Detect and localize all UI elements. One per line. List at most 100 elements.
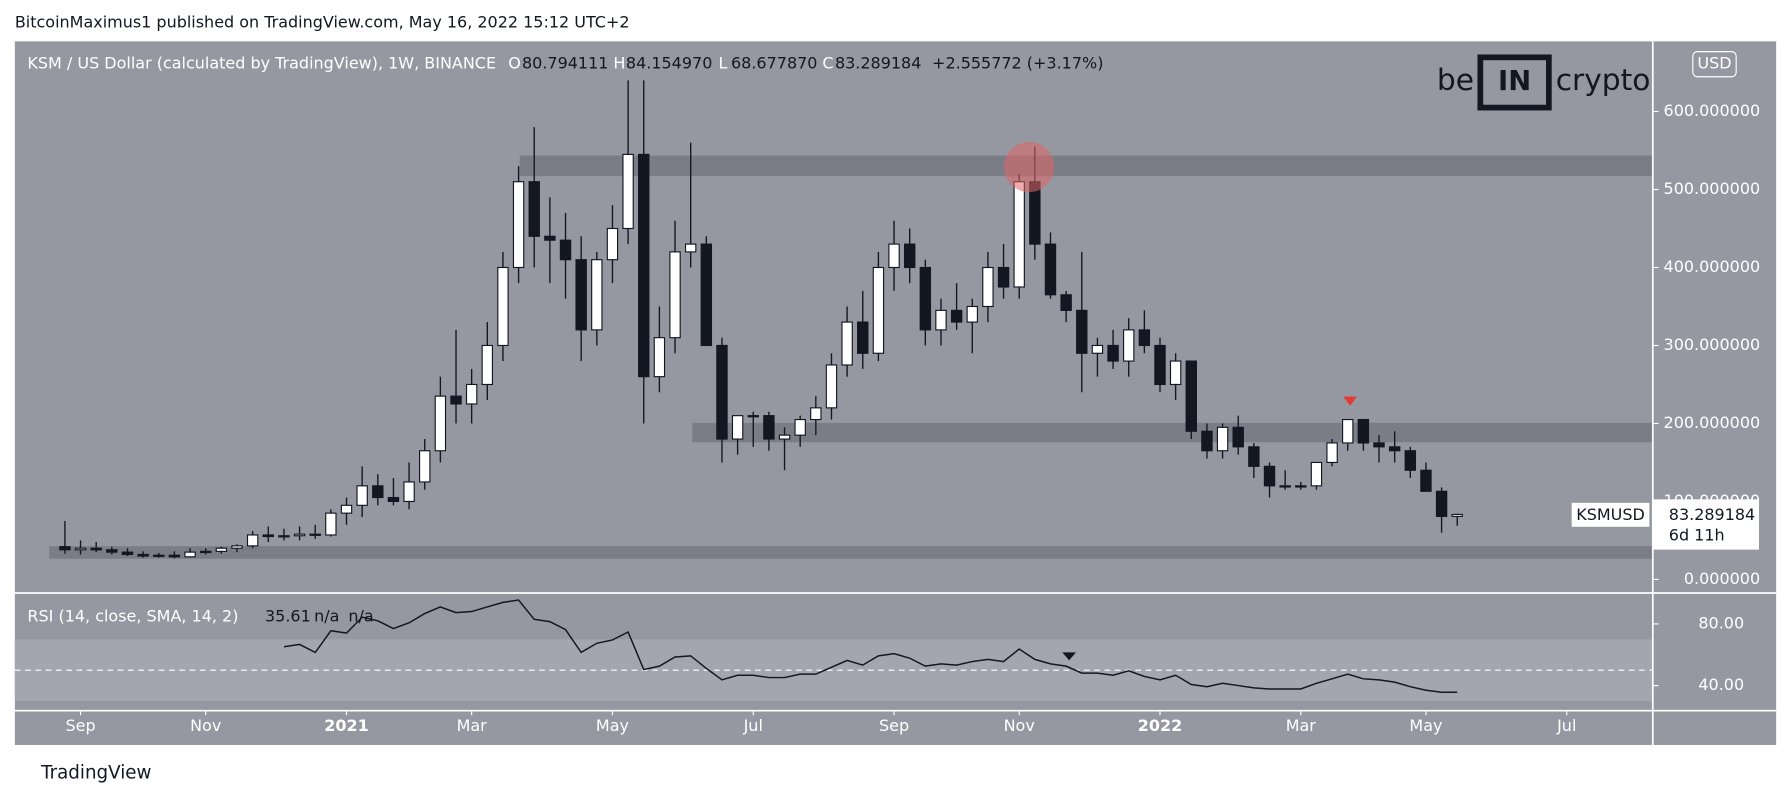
ohlc-value: 84.154970 (626, 54, 712, 73)
rsi-na: n/a (348, 607, 373, 626)
rsi-tick-label: 40.00 (1698, 675, 1744, 694)
candle-body (293, 533, 306, 537)
candle-body (903, 243, 916, 269)
ohlc-value: 83.289184 (835, 54, 921, 73)
candle-body (1123, 329, 1135, 362)
rsi-band (14, 639, 1653, 701)
support-zone (692, 422, 1653, 443)
candle-body (419, 450, 431, 483)
candle-body (684, 243, 697, 253)
y-tick-label: 100.000000 (1664, 491, 1761, 510)
chart-title: KSM / US Dollar (calculated by TradingVi… (27, 54, 496, 73)
candle-body (825, 364, 838, 409)
candle-body (1154, 344, 1166, 386)
candle-body (1435, 490, 1448, 517)
countdown: 6d 11h (1669, 525, 1725, 544)
candle-body (528, 181, 540, 237)
candle-body (997, 266, 1010, 288)
candle-body (372, 485, 384, 499)
candle-body (857, 321, 869, 354)
logo-text: IN (1498, 66, 1531, 97)
candle-body (1263, 465, 1276, 487)
candle-body (481, 344, 494, 386)
candle-body (1357, 418, 1370, 444)
x-tick-label: 2021 (324, 716, 368, 735)
price-tag (1652, 499, 1760, 550)
candle-body (1232, 426, 1244, 448)
candle-body (497, 266, 509, 347)
candle-body (591, 259, 603, 331)
y-tick-label: 200.000000 (1664, 413, 1761, 432)
candle-body (215, 547, 228, 552)
candle-body (387, 496, 400, 503)
candle-body (1013, 181, 1025, 288)
candle-body (731, 415, 744, 440)
candle-body (1310, 461, 1323, 487)
symbol-label: KSMUSD (1576, 505, 1645, 524)
candle-body (325, 512, 337, 536)
candle-body (950, 309, 963, 323)
ohlc-letter: C (822, 54, 833, 73)
y-tick-label: 500.000000 (1664, 179, 1761, 198)
candle-body (982, 266, 994, 308)
x-tick-label: Mar (457, 716, 488, 735)
candle-body (1091, 344, 1104, 354)
candle-body (1060, 294, 1072, 311)
candle-body (841, 321, 853, 366)
candle-body (1107, 344, 1119, 362)
x-tick-label: Sep (879, 716, 909, 735)
candle-body (559, 239, 572, 261)
candle-body (512, 181, 525, 269)
candle-body (1279, 485, 1291, 488)
rsi-title: RSI (14, close, SMA, 14, 2) (27, 607, 238, 626)
candle-body (872, 266, 885, 354)
candle-body (1404, 450, 1417, 471)
candle-body (231, 545, 243, 549)
candle-body (153, 554, 165, 557)
candle-body (262, 534, 274, 538)
x-tick-label: Nov (1004, 716, 1035, 735)
rsi-tick-label: 80.00 (1698, 613, 1744, 632)
candle-body (340, 504, 353, 514)
candle-body (1076, 309, 1088, 354)
x-tick-label: Jul (1556, 716, 1576, 735)
x-tick-label: 2022 (1138, 716, 1183, 735)
candle-body (1326, 442, 1338, 464)
change: +2.555772 (+3.17%) (932, 54, 1103, 73)
marks (59, 80, 1463, 559)
published-line: BitcoinMaximus1 published on TradingView… (15, 13, 630, 32)
candle-body (184, 551, 196, 558)
footer-brand (15, 763, 33, 784)
candle-body (450, 395, 462, 405)
candle-body (246, 534, 259, 547)
currency-label[interactable]: USD (1697, 54, 1731, 73)
y-tick-label: 400.000000 (1664, 257, 1761, 276)
candle-body (966, 305, 978, 323)
candle-body (669, 251, 681, 339)
candle-body (747, 415, 759, 418)
candle-body (1185, 360, 1198, 432)
candle-body (794, 418, 806, 436)
candle-body (1138, 329, 1151, 347)
x-tick-label: May (1409, 716, 1442, 735)
rsi-triangle (1062, 652, 1076, 661)
y-tick-label: 300.000000 (1664, 335, 1761, 354)
candle-body (700, 243, 713, 347)
x-tick-label: Jul (743, 716, 763, 735)
candle-body (778, 434, 791, 440)
ohlc-letter: L (718, 54, 727, 73)
currency-button[interactable] (1692, 51, 1737, 78)
ohlc-letter: O (508, 54, 521, 73)
candle-body (137, 553, 149, 557)
candle-body (1201, 430, 1213, 452)
candle-body (356, 485, 368, 506)
candle-body (403, 481, 415, 503)
candle-body (638, 153, 650, 378)
candle-body (1248, 446, 1260, 467)
candle-body (763, 415, 775, 440)
candle-body (716, 344, 728, 440)
candle-body (544, 235, 556, 241)
candle-body (622, 153, 634, 230)
